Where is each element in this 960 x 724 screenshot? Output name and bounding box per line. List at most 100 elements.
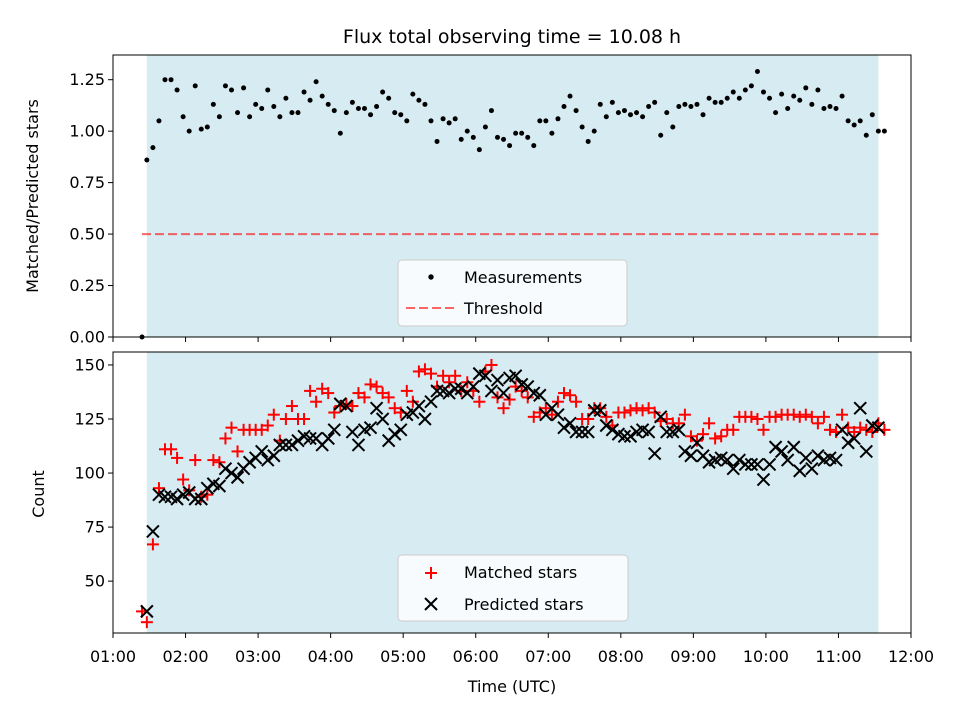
measurement-point — [513, 130, 519, 136]
measurement-point — [349, 99, 355, 105]
predicted-star-point — [768, 440, 783, 454]
matched-stars-legend-label: Matched stars — [464, 563, 577, 582]
threshold-legend-label: Threshold — [463, 299, 543, 318]
measurement-point — [682, 101, 688, 107]
predicted-star-point — [448, 382, 462, 396]
predicted-star-point — [533, 388, 547, 402]
predicted-star-point — [303, 431, 317, 446]
matched-star-point — [624, 404, 637, 417]
matched-star-point — [564, 389, 577, 402]
matched-star-point — [310, 395, 323, 408]
measurement-point — [476, 147, 482, 153]
measurement-point — [222, 83, 228, 89]
measurement-point — [501, 136, 507, 142]
predicted-star-point — [599, 418, 614, 433]
matched-star-point — [261, 419, 274, 432]
bottom-x-axis-ticks: 01:00 02:00 03:00 04:00 05:00 06:00 07:00 08:00… — [90, 633, 934, 666]
measurement-point — [422, 101, 428, 107]
measurement-point — [543, 118, 549, 124]
measurement-point — [634, 110, 640, 116]
measurement-point — [754, 68, 760, 74]
measurement-point — [470, 134, 476, 140]
measurement-point — [670, 124, 676, 130]
matched-star-point — [334, 400, 347, 413]
matched-star-point — [298, 413, 311, 426]
predicted-star-point — [345, 425, 360, 439]
measurement-point — [815, 87, 821, 93]
measurement-point — [857, 118, 863, 124]
predicted-star-point — [369, 401, 384, 415]
predicted-star-point — [194, 492, 208, 506]
matched-star-point — [316, 382, 329, 395]
predicted-star-point — [774, 444, 789, 459]
measurement-point — [760, 89, 766, 95]
predicted-star-point — [605, 423, 620, 437]
matched-star-point — [225, 421, 238, 434]
measurement-point — [277, 114, 283, 120]
predicted-star-point — [871, 420, 886, 435]
measurement-point — [863, 132, 869, 138]
predicted-star-point — [617, 429, 632, 444]
predicted-star-point — [690, 436, 704, 450]
measurement-point — [851, 122, 857, 128]
predicted-star-point — [654, 410, 668, 424]
measurement-point — [561, 103, 567, 109]
y-tick-label: 0.75 — [69, 173, 105, 192]
top-legend: Measurements Threshold — [397, 259, 628, 327]
matched-star-point — [817, 410, 830, 423]
measurement-point — [198, 126, 204, 132]
x-tick-label: 12:00 — [888, 647, 934, 666]
x-tick-label: 11:00 — [815, 647, 861, 666]
measurement-point — [410, 91, 416, 97]
matched-star-point — [557, 387, 570, 400]
predicted-stars-legend-label: Predicted stars — [464, 595, 584, 614]
predicted-star-point — [375, 412, 390, 426]
measurement-point — [718, 99, 724, 105]
predicted-star-point — [508, 369, 523, 383]
measurement-point — [664, 110, 670, 116]
x-tick-label: 06:00 — [453, 647, 499, 666]
predicted-star-point — [363, 420, 378, 435]
figure-title: Flux total observing time = 10.08 h — [343, 26, 681, 48]
y-tick-label: 1.00 — [69, 122, 105, 141]
measurement-point — [652, 99, 658, 105]
y-tick-label: 50 — [85, 572, 105, 591]
measurement-point — [174, 87, 180, 93]
measurement-point — [646, 103, 652, 109]
measurement-point — [301, 89, 307, 95]
predicted-star-point — [321, 431, 335, 446]
measurement-point — [525, 134, 531, 140]
matched-star-point — [424, 367, 437, 380]
measurement-point — [458, 136, 464, 142]
measurement-point — [216, 114, 222, 120]
measurement-point — [150, 145, 156, 151]
measurement-point — [615, 110, 621, 116]
predicted-star-point — [581, 425, 595, 439]
measurement-point — [531, 143, 537, 149]
y-tick-label: 1.25 — [69, 70, 105, 89]
matched-star-point — [473, 395, 486, 408]
predicted-star-point — [327, 423, 341, 437]
matched-star-point — [521, 391, 534, 404]
matched-star-point — [787, 408, 800, 421]
top-y-axis-ticks: 0.00 0.25 0.50 0.75 1.00 1.25 — [69, 70, 113, 347]
predicted-star-point — [273, 438, 287, 452]
matched-star-point — [304, 384, 317, 397]
measurement-point — [742, 87, 748, 93]
predicted-star-point — [805, 462, 819, 476]
predicted-star-point — [799, 451, 813, 465]
predicted-star-point — [242, 455, 257, 469]
measurement-point — [162, 77, 168, 83]
matched-star-point — [213, 456, 226, 469]
matched-star-point — [346, 400, 359, 413]
measurement-point — [307, 97, 313, 103]
measurement-point — [821, 106, 827, 112]
matched-star-point — [177, 473, 190, 486]
matched-star-point — [279, 413, 292, 426]
predicted-star-point — [484, 384, 499, 398]
measurement-point — [767, 95, 773, 101]
predicted-star-point — [261, 453, 275, 467]
matched-star-point — [515, 384, 528, 397]
predicted-star-point — [563, 416, 577, 431]
matched-star-point — [231, 445, 244, 458]
